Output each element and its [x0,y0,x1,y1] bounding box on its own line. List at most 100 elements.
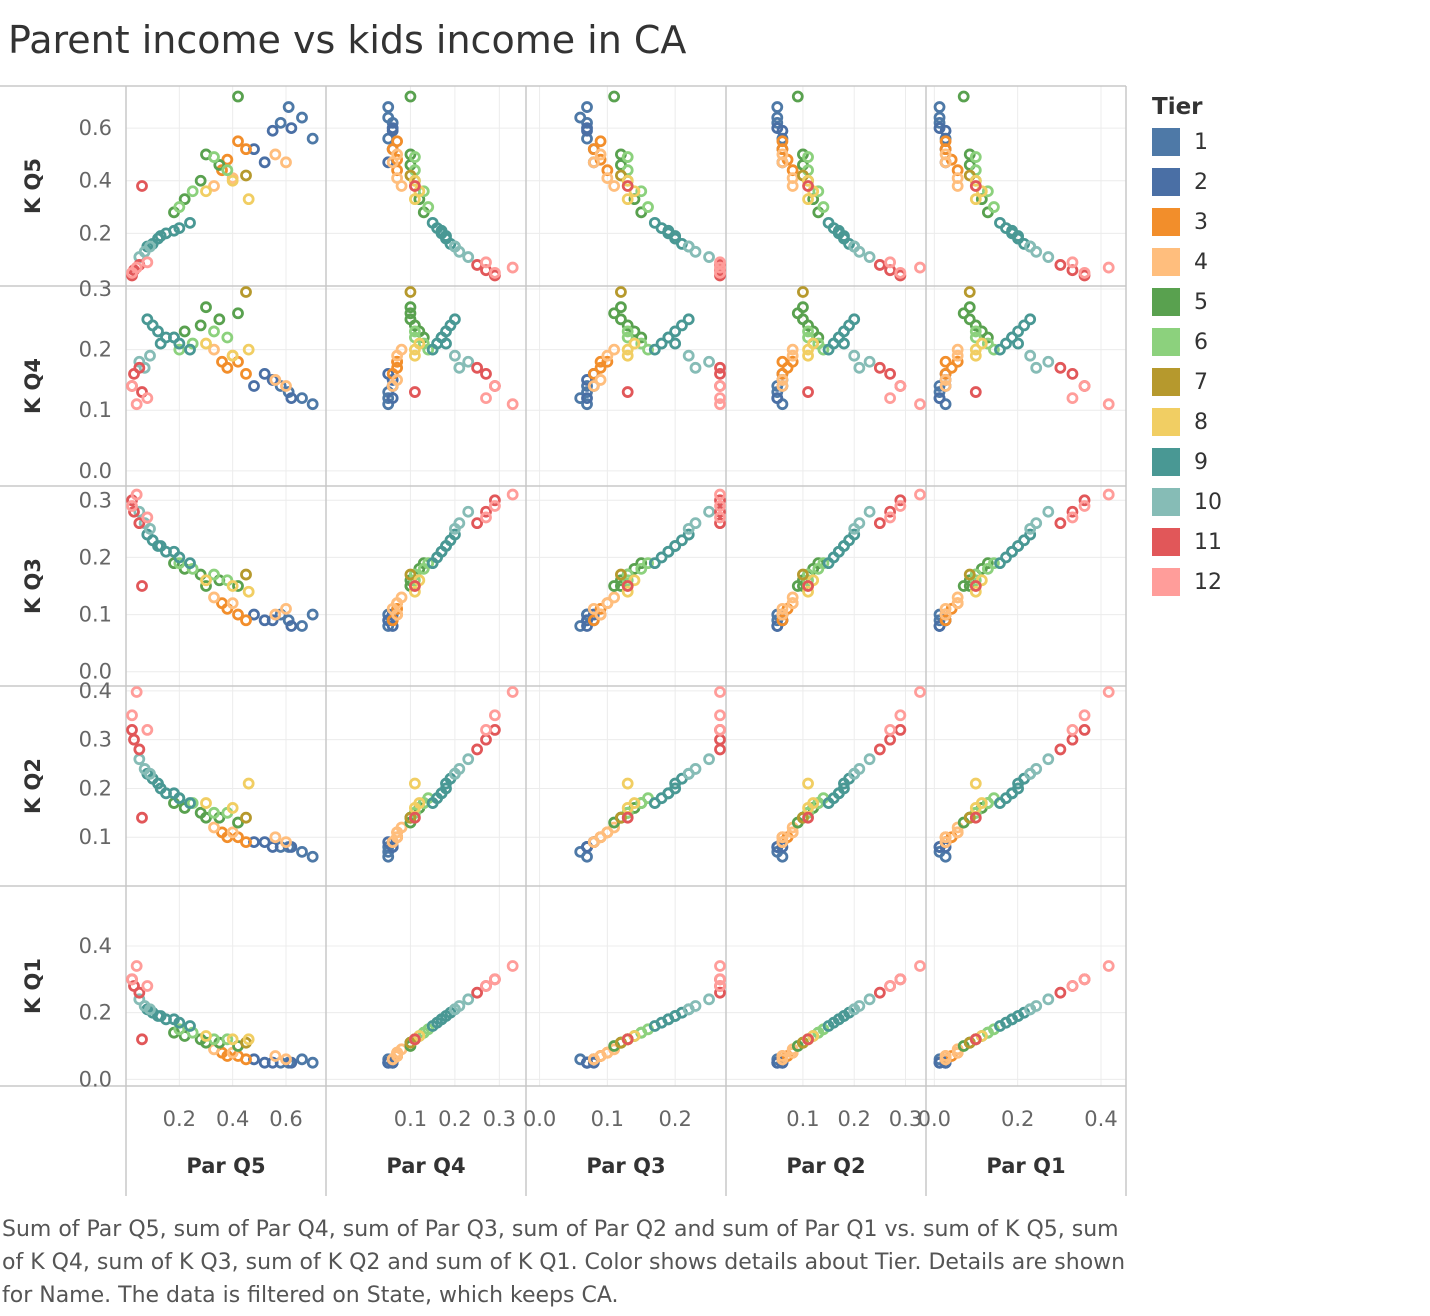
row-axis-label: K Q3 [21,558,45,614]
data-point-tier-8 [200,185,212,198]
data-point-tier-8 [802,174,814,187]
data-point-tier-9 [676,319,688,332]
data-point-tier-12 [141,256,154,269]
data-point-tier-4 [786,180,799,192]
data-point-tier-4 [208,821,220,834]
data-point-tier-9 [154,1010,167,1022]
data-point-tier-4 [951,349,964,362]
data-point-tier-11 [894,724,907,736]
data-point-tier-9 [994,216,1006,229]
data-point-tier-8 [621,585,634,598]
data-point-tier-1 [296,845,308,858]
data-point-tier-10 [682,522,695,535]
data-point-tier-9 [648,797,661,809]
data-point-tier-9 [440,337,452,350]
data-point-tier-10 [1042,993,1055,1006]
data-point-tier-6 [186,185,199,198]
data-point-tier-10 [1030,361,1043,374]
data-point-tier-12 [714,686,726,698]
data-point-tier-12 [894,709,907,722]
data-point-tier-10 [848,240,861,253]
data-point-tier-11 [408,1033,421,1046]
data-point-tier-12 [141,980,154,992]
data-point-tier-9 [1012,230,1024,242]
data-point-tier-4 [208,180,220,192]
y-tick-label: 0.0 [79,660,112,684]
data-point-tier-4 [594,608,607,621]
data-point-tier-12 [480,980,492,992]
legend-item[interactable]: 2 [1152,162,1222,202]
legend-item[interactable]: 6 [1152,322,1222,362]
data-point-tier-6 [981,185,994,198]
legend-item[interactable]: 3 [1152,202,1222,242]
data-point-tier-12 [126,973,138,986]
data-point-tier-9 [154,230,167,242]
legend-item[interactable]: 4 [1152,242,1222,282]
legend-label: 10 [1194,489,1222,515]
data-point-tier-8 [242,193,255,206]
data-point-tier-10 [1024,349,1037,362]
legend-item[interactable]: 12 [1152,562,1222,602]
data-point-tier-11 [480,505,492,518]
data-point-tier-3 [945,361,958,374]
data-point-tier-3 [594,602,607,615]
legend-item[interactable]: 11 [1152,522,1222,562]
legend-title: Tier [1152,94,1203,120]
legend-label: 7 [1194,369,1208,395]
data-point-tier-12 [884,392,897,405]
data-point-tier-11 [488,494,501,507]
data-point-tier-9 [1006,545,1018,558]
data-point-tier-1 [306,1056,319,1069]
data-point-tier-6 [642,201,654,213]
legend-item[interactable]: 9 [1152,442,1222,482]
data-point-tier-10 [703,753,715,766]
data-point-tier-4 [395,821,408,834]
data-point-tier-9 [669,1010,682,1022]
data-point-tier-9 [848,313,861,326]
data-point-tier-7 [404,568,417,581]
data-point-tier-6 [969,325,982,338]
data-point-tier-10 [448,522,461,535]
data-point-tier-12 [141,724,154,736]
data-point-tier-12 [488,500,501,512]
data-point-tier-8 [802,349,814,362]
data-point-tier-11 [1054,986,1067,999]
data-point-tier-7 [797,286,809,298]
data-point-tier-3 [240,143,252,156]
data-point-tier-10 [689,361,702,374]
legend-item[interactable]: 8 [1152,402,1222,442]
legend-item[interactable]: 5 [1152,282,1222,322]
data-point-tier-5 [975,562,988,575]
data-point-tier-11 [714,743,726,756]
data-point-tier-4 [951,343,964,356]
data-point-tier-3 [939,614,952,627]
data-point-tier-11 [1054,259,1067,271]
data-point-tier-5 [213,159,226,171]
data-point-tier-9 [1012,1010,1024,1022]
data-point-tier-4 [786,826,799,839]
legend-label: 1 [1194,129,1208,155]
data-point-tier-3 [594,361,607,374]
data-point-tier-6 [642,557,654,570]
data-point-tier-1 [296,1053,308,1066]
legend-item[interactable]: 1 [1152,122,1222,162]
data-point-tier-12 [130,261,143,274]
data-point-tier-11 [714,367,726,380]
data-point-tier-12 [506,261,519,274]
data-point-tier-12 [506,960,519,972]
legend-item[interactable]: 7 [1152,362,1222,402]
data-point-tier-9 [448,528,461,541]
data-point-tier-10 [448,767,461,780]
data-point-tier-5 [194,319,207,332]
data-point-tier-8 [226,580,239,592]
data-point-tier-11 [802,811,814,824]
data-point-tier-8 [969,585,982,598]
legend-label: 2 [1194,169,1208,195]
legend-item[interactable]: 10 [1152,482,1222,522]
data-point-tier-9 [1012,337,1024,350]
data-point-tier-5 [957,90,970,103]
data-point-tier-8 [975,797,988,809]
data-point-tier-11 [884,367,897,380]
data-point-tier-1 [282,386,295,398]
data-point-tier-9 [184,557,196,570]
